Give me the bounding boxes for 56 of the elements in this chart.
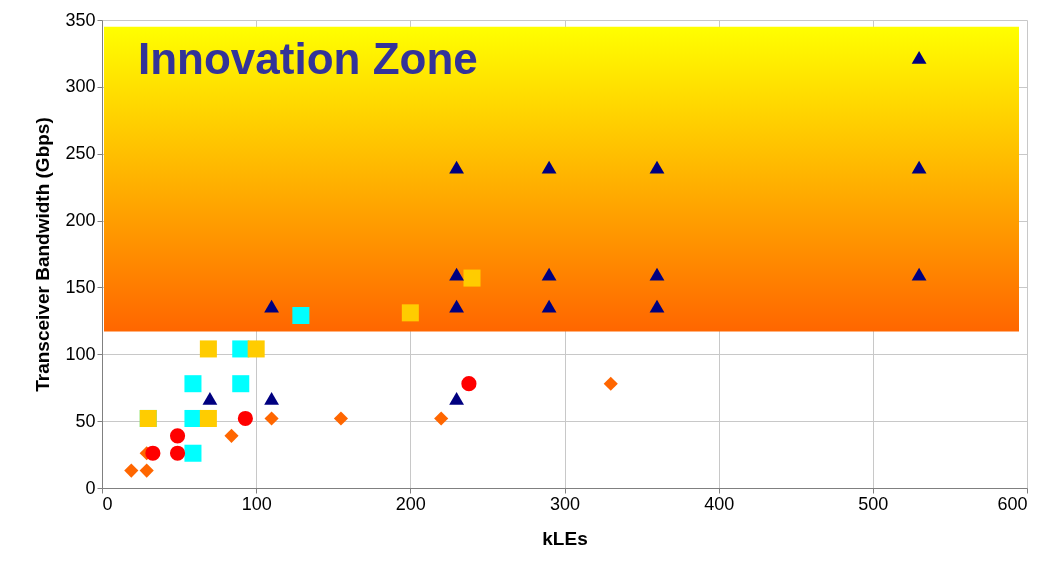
y-tick-label: 250 bbox=[65, 143, 96, 164]
y-tick-label: 0 bbox=[85, 477, 96, 498]
y-tick-label: 350 bbox=[65, 9, 96, 30]
point bbox=[434, 411, 449, 426]
point bbox=[237, 410, 253, 427]
x-tick-label: 200 bbox=[395, 493, 426, 514]
y-tick-label: 50 bbox=[75, 410, 96, 431]
point bbox=[202, 391, 218, 405]
y-axis-title: Transceiver Bandwidth (Gbps) bbox=[32, 117, 54, 392]
point bbox=[541, 267, 557, 281]
point bbox=[139, 463, 154, 478]
x-axis-title: kLEs bbox=[542, 527, 588, 549]
point bbox=[911, 160, 927, 174]
point bbox=[124, 463, 139, 478]
point bbox=[264, 391, 279, 405]
x-tick-label: 100 bbox=[241, 493, 272, 514]
point bbox=[199, 409, 217, 427]
point bbox=[232, 375, 250, 393]
point bbox=[184, 444, 202, 462]
x-tick-label: 500 bbox=[858, 493, 889, 514]
point bbox=[449, 160, 464, 174]
point bbox=[264, 299, 279, 313]
point bbox=[449, 299, 464, 313]
point bbox=[911, 267, 927, 281]
point bbox=[603, 376, 618, 391]
y-tick-label: 300 bbox=[65, 76, 96, 97]
point bbox=[232, 340, 250, 358]
point bbox=[169, 428, 186, 444]
x-tick-label: 300 bbox=[549, 493, 581, 514]
point bbox=[541, 160, 557, 174]
y-tick-label: 150 bbox=[65, 276, 96, 297]
point bbox=[911, 51, 927, 64]
point bbox=[649, 267, 665, 281]
point bbox=[184, 375, 202, 393]
point bbox=[463, 269, 481, 287]
point bbox=[247, 340, 265, 358]
point bbox=[292, 306, 310, 325]
point bbox=[449, 267, 464, 281]
point bbox=[224, 428, 239, 443]
point bbox=[649, 160, 665, 174]
x-tick-label: 400 bbox=[704, 493, 735, 514]
band-label: Innovation Zone bbox=[138, 33, 478, 83]
point bbox=[145, 445, 161, 461]
x-tick-label: 600 bbox=[997, 493, 1028, 514]
point bbox=[169, 445, 186, 461]
point bbox=[264, 411, 279, 426]
point bbox=[649, 299, 665, 313]
point bbox=[401, 304, 419, 322]
point bbox=[541, 299, 557, 313]
point bbox=[449, 391, 464, 405]
y-tick-label: 200 bbox=[65, 210, 96, 231]
x-tick-label: 0 bbox=[102, 493, 113, 514]
point bbox=[461, 376, 477, 392]
point bbox=[199, 340, 217, 358]
y-tick-label: 100 bbox=[65, 343, 96, 364]
point bbox=[333, 411, 349, 426]
